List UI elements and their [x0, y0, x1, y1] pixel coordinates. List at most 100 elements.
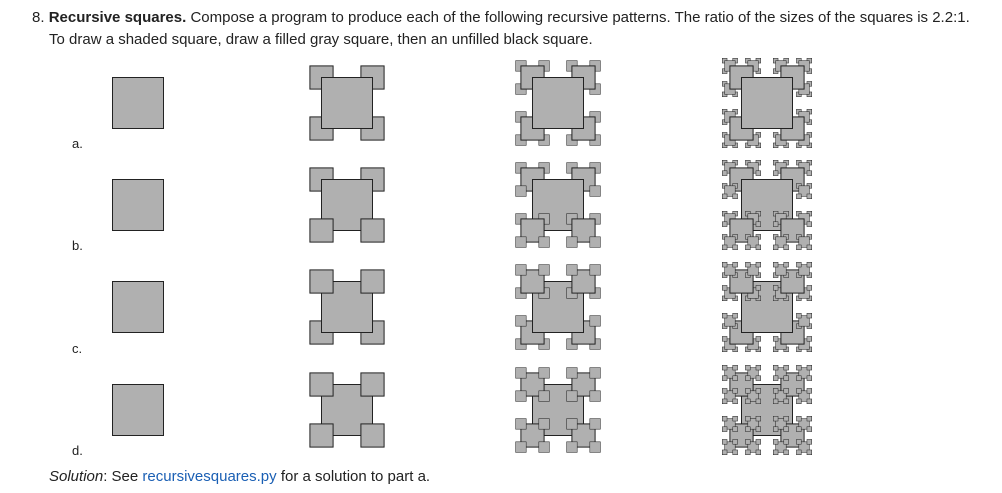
shaded-square — [773, 375, 779, 381]
shaded-square — [732, 388, 738, 394]
shaded-square — [745, 398, 751, 404]
shaded-square — [755, 416, 762, 422]
shaded-square — [783, 426, 789, 432]
shaded-square — [747, 367, 759, 379]
shaded-square — [722, 170, 728, 176]
solution-see: : See — [103, 468, 143, 485]
shaded-square — [309, 218, 334, 243]
shaded-square — [755, 449, 762, 455]
row-label-c: c. — [72, 341, 83, 356]
shaded-square — [515, 236, 527, 248]
shaded-square — [755, 336, 762, 342]
shaded-square — [538, 418, 550, 430]
shaded-square — [796, 375, 802, 381]
row-label-a: a. — [72, 136, 83, 151]
shaded-square — [806, 416, 813, 422]
shaded-square — [722, 426, 728, 432]
shaded-square — [515, 185, 527, 197]
shaded-square — [589, 418, 601, 430]
shaded-square — [724, 236, 736, 248]
shaded-square — [745, 426, 751, 432]
shaded-square — [589, 236, 601, 248]
shaded-square — [806, 221, 813, 227]
shaded-square — [806, 244, 813, 251]
shaded-square — [806, 426, 813, 432]
shaded-square — [806, 439, 813, 445]
shaded-square — [783, 416, 789, 422]
shaded-square — [745, 244, 751, 251]
shaded-square — [321, 77, 373, 129]
shaded-square — [796, 439, 802, 445]
shaded-square — [741, 77, 793, 129]
shaded-square — [589, 185, 601, 197]
solution-line: Solution: See recursivesquares.py for a … — [49, 468, 430, 485]
shaded-square — [747, 441, 759, 453]
shaded-square — [538, 236, 550, 248]
shaded-square — [732, 313, 738, 319]
shaded-square — [806, 262, 813, 268]
shaded-square — [755, 244, 762, 251]
shaded-square — [796, 365, 802, 371]
shaded-square — [783, 449, 789, 455]
shaded-square — [755, 262, 762, 268]
shaded-square — [724, 390, 736, 402]
shaded-square — [732, 416, 738, 422]
shaded-square — [724, 185, 736, 197]
shaded-square — [515, 441, 527, 453]
shaded-square — [806, 313, 813, 319]
shaded-square — [775, 236, 787, 248]
shaded-square — [520, 269, 545, 294]
shaded-square — [796, 262, 802, 268]
shaded-square — [732, 244, 738, 251]
shaded-square — [566, 236, 578, 248]
shaded-square — [515, 315, 527, 327]
row-label-b: b. — [72, 238, 83, 253]
problem-statement: 8. Recursive squares. Compose a program … — [32, 7, 992, 51]
shaded-square — [745, 449, 751, 455]
shaded-square — [755, 439, 762, 445]
shaded-square — [773, 336, 779, 342]
shaded-square — [112, 179, 164, 231]
solution-link[interactable]: recursivesquares.py — [142, 468, 277, 485]
shaded-square — [755, 170, 762, 176]
shaded-square — [724, 315, 736, 327]
shaded-square — [360, 269, 385, 294]
shaded-square — [798, 264, 810, 276]
shaded-square — [732, 193, 738, 200]
shaded-square — [722, 449, 728, 455]
shaded-square — [571, 372, 596, 397]
problem-number: 8. — [32, 9, 45, 26]
shaded-square — [775, 418, 787, 430]
shaded-square — [515, 418, 527, 430]
shaded-square — [747, 390, 759, 402]
shaded-square — [798, 315, 810, 327]
shaded-square — [745, 262, 751, 268]
shaded-square — [796, 398, 802, 404]
shaded-square — [722, 244, 728, 251]
shaded-square — [775, 441, 787, 453]
shaded-square — [806, 375, 813, 381]
shaded-square — [520, 372, 545, 397]
shaded-square — [806, 193, 813, 200]
shaded-square — [360, 372, 385, 397]
shaded-square — [796, 313, 802, 319]
shaded-square — [732, 426, 738, 432]
shaded-square — [571, 423, 596, 448]
shaded-square — [722, 221, 728, 227]
shaded-square — [798, 390, 810, 402]
shaded-square — [538, 264, 550, 276]
shaded-square — [773, 449, 779, 455]
shaded-square — [732, 398, 738, 404]
shaded-square — [773, 244, 779, 251]
shaded-square — [745, 439, 751, 445]
shaded-square — [732, 439, 738, 445]
shaded-square — [798, 367, 810, 379]
shaded-square — [112, 281, 164, 333]
shaded-square — [745, 375, 751, 381]
shaded-square — [520, 218, 545, 243]
shaded-square — [722, 398, 728, 404]
shaded-square — [755, 365, 762, 371]
shaded-square — [783, 262, 789, 268]
shaded-square — [773, 439, 779, 445]
shaded-square — [722, 388, 728, 394]
